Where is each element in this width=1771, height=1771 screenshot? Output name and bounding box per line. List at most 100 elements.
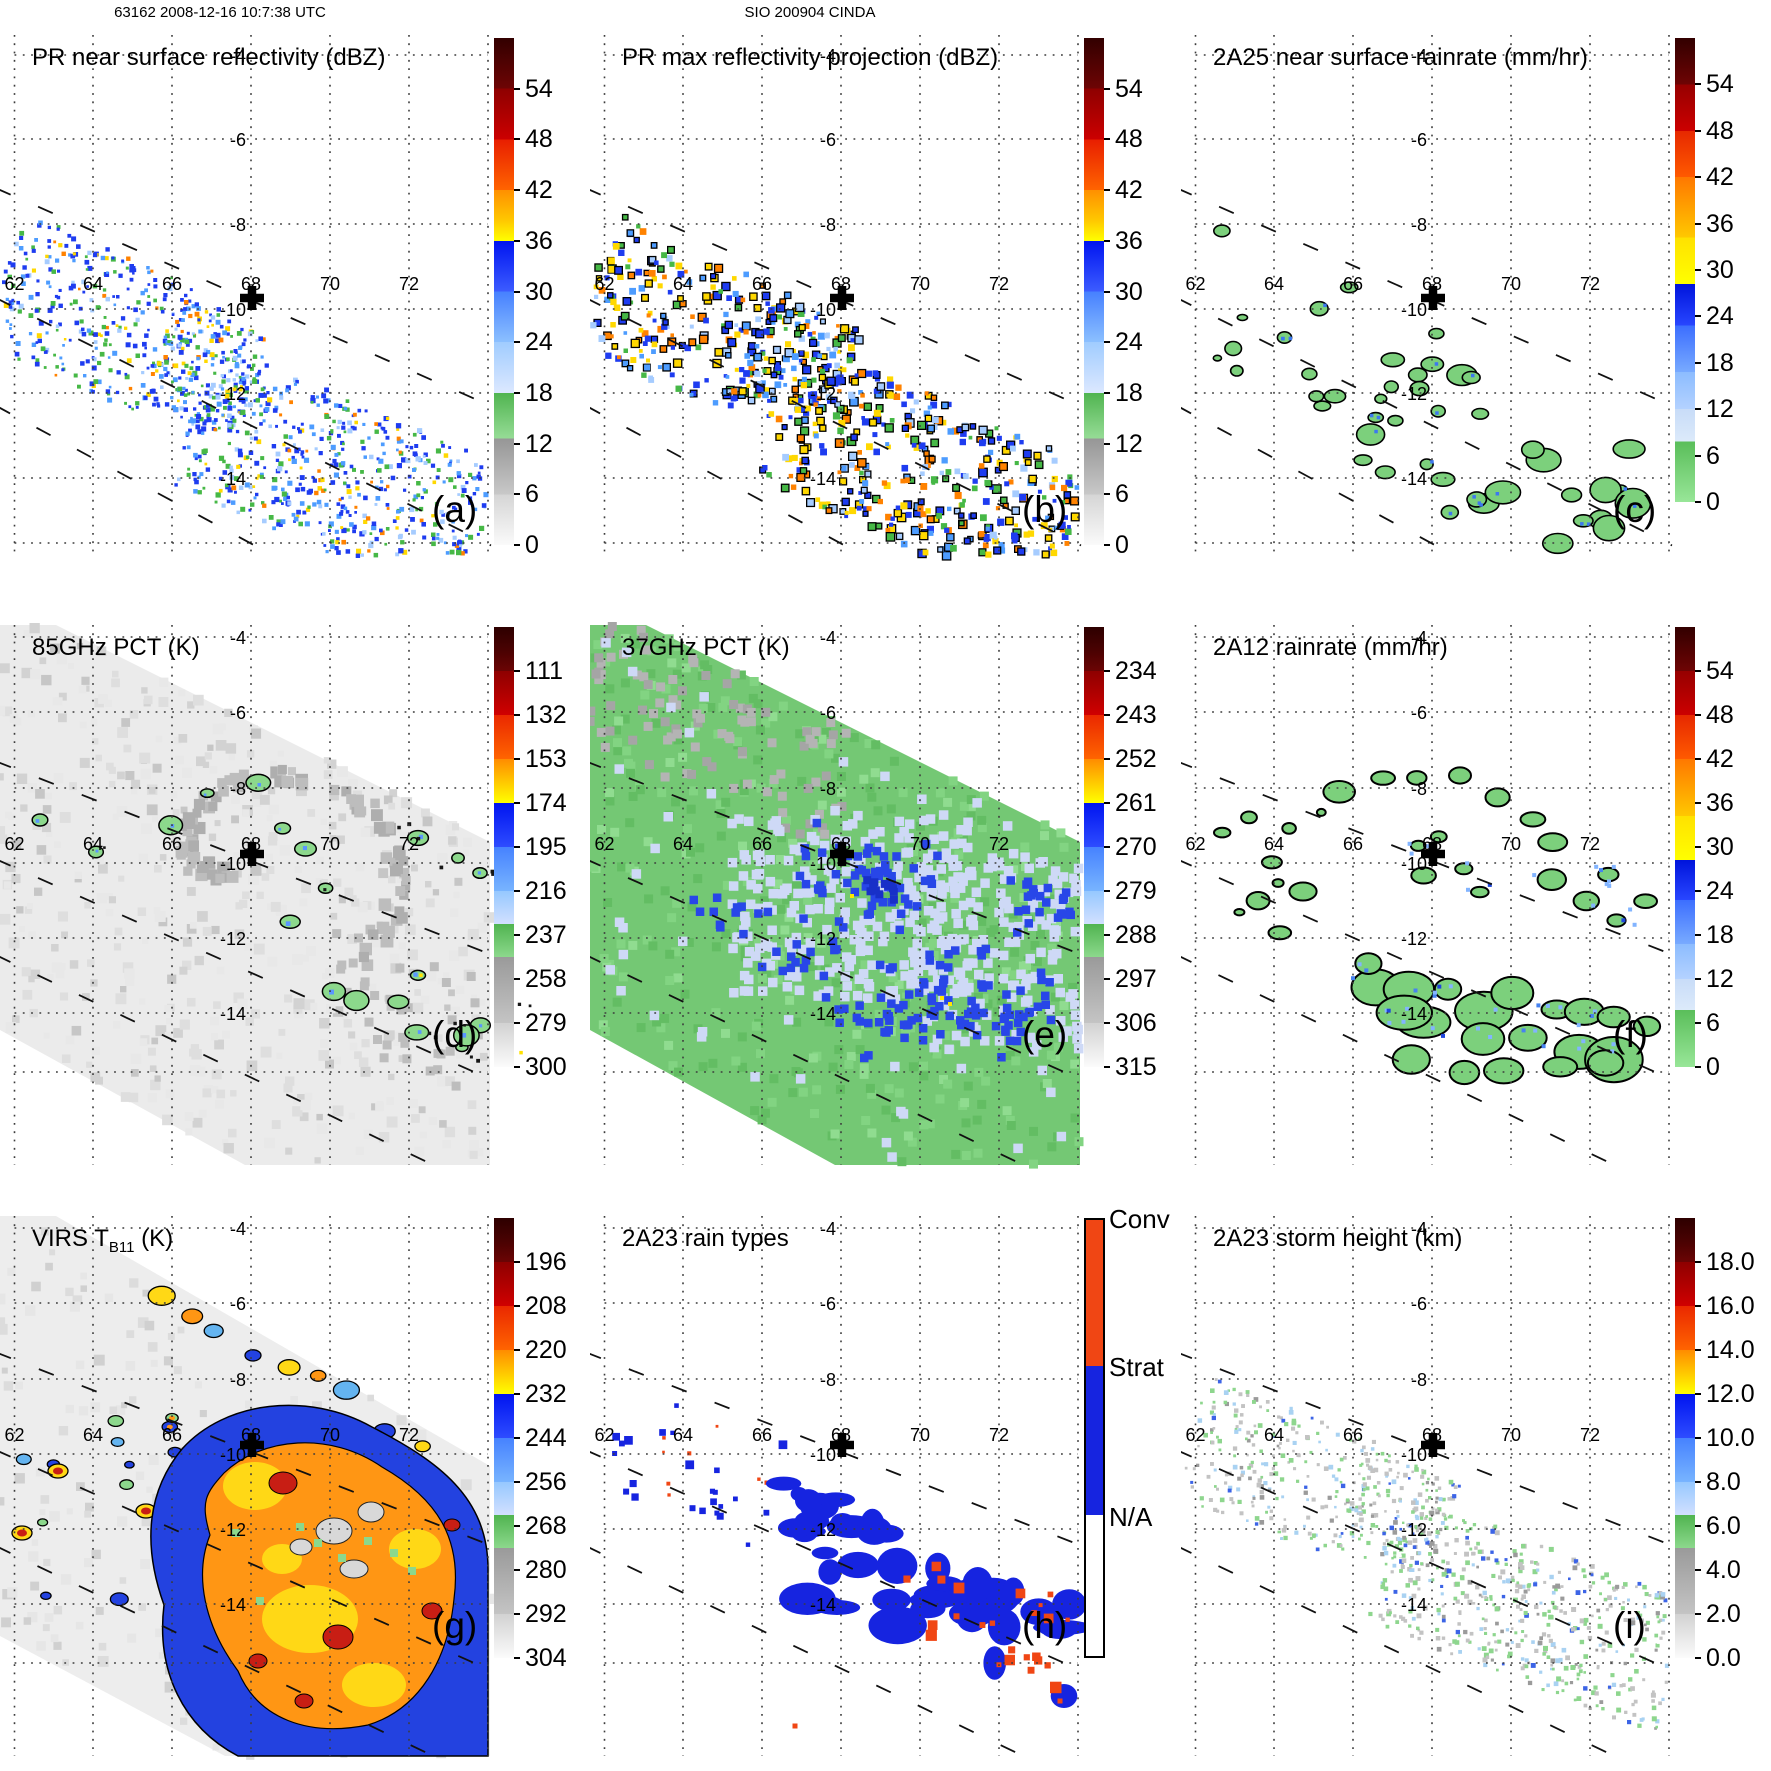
map-g: 62 64 66 68 70 72-4-6-8-10-12-14	[0, 1216, 495, 1760]
colorbar-f-tick-label: 48	[1706, 701, 1734, 729]
colorbar-c-tickmark	[1695, 501, 1701, 503]
svg-text:-8: -8	[230, 779, 246, 799]
colorbar-b-tickmark	[1104, 442, 1110, 445]
panel-b: 62 64 66 68 70 72 -4 -6 -8 -10 -12 -14 PR max reflec…	[590, 0, 1181, 591]
colorbar-g-tick-label: 268	[525, 1512, 567, 1540]
colorbar-g-tick-label: 304	[525, 1644, 567, 1672]
colorbar-f-tick-label: 30	[1706, 833, 1734, 861]
svg-text:64: 64	[673, 834, 693, 854]
colorbar-c-tick-label: 30	[1706, 256, 1734, 284]
colorbar-i-tickmark	[1695, 1525, 1701, 1527]
header-orbit-timestamp: 63162 2008-12-16 10:7:38 UTC	[114, 4, 326, 21]
panel-d-letter: (d)	[432, 1014, 478, 1055]
svg-text:66: 66	[162, 274, 182, 294]
svg-text:62: 62	[594, 274, 614, 294]
svg-text:-12: -12	[220, 929, 246, 949]
track-cross-icon	[830, 1433, 854, 1457]
svg-text:-14: -14	[810, 1595, 836, 1615]
colorbar-i	[1675, 1218, 1695, 1658]
colorbar-f-tickmark	[1695, 758, 1701, 760]
colorbar-c-tick-label: 48	[1706, 116, 1734, 145]
colorbar-i-tickmark	[1695, 1481, 1701, 1483]
svg-text:72: 72	[399, 834, 419, 854]
svg-text:-10: -10	[220, 1445, 246, 1465]
colorbar-c-tick-label: 42	[1706, 163, 1734, 192]
panel-g-title: VIRS TB11 (K)	[32, 1225, 173, 1256]
track-cross-icon	[240, 286, 264, 310]
svg-text:-4: -4	[820, 46, 836, 66]
colorbar-c-tick-label: 12	[1706, 395, 1734, 424]
colorbar-b-tickmark	[1104, 493, 1110, 496]
svg-text:-4: -4	[1411, 628, 1427, 648]
colorbar-f-tick-label: 36	[1706, 789, 1734, 817]
map-a: 62 64 66 68 70 72-4-6-8-10-12-14	[0, 35, 492, 558]
colorbar-c-tickmark	[1695, 454, 1701, 457]
colorbar-e-tick-label: 252	[1115, 745, 1157, 773]
svg-text:-10: -10	[1401, 854, 1427, 874]
panel-b-letter: (b)	[1022, 489, 1068, 530]
colorbar-i-tickmark	[1695, 1569, 1701, 1571]
panel-a-title: PR near surface reflectivity (dBZ)	[32, 44, 386, 71]
colorbar-d-tick-label: 195	[525, 833, 567, 861]
colorbar-d-tick-label: 132	[525, 701, 567, 729]
svg-text:-12: -12	[1401, 384, 1427, 404]
svg-text:66: 66	[162, 834, 182, 854]
colorbar-a-tick-label: 24	[525, 328, 553, 357]
colorbar-e-tickmark	[1104, 1066, 1110, 1068]
svg-text:64: 64	[83, 274, 103, 294]
colorbar-b-tickmark	[1104, 189, 1110, 192]
panel-e-letter: (e)	[1022, 1014, 1068, 1055]
colorbar-f-tick-label: 12	[1706, 965, 1734, 993]
svg-text:72: 72	[399, 274, 419, 294]
svg-text:-6: -6	[820, 703, 836, 723]
colorbar-c-tickmark	[1695, 83, 1701, 86]
colorbar-b-tick-label: 54	[1115, 74, 1143, 103]
panel-c-letter: (c)	[1613, 489, 1657, 530]
svg-text:-12: -12	[810, 1520, 836, 1540]
panel-h-title: 2A23 rain types	[622, 1225, 789, 1252]
svg-text:70: 70	[910, 834, 930, 854]
svg-text:-14: -14	[810, 1004, 836, 1024]
svg-text:-4: -4	[820, 1219, 836, 1239]
colorbar-g-tick-label: 220	[525, 1336, 567, 1364]
colorbar-f-tick-label: 0	[1706, 1053, 1720, 1081]
colorbar-g-tickmark	[514, 1657, 520, 1659]
colorbar-c-tickmark	[1695, 129, 1701, 132]
panel-f-letter: (f)	[1613, 1014, 1648, 1055]
colorbar-g-tickmark	[514, 1613, 520, 1615]
colorbar-a-tick-label: 18	[525, 378, 553, 407]
colorbar-b-tickmark	[1104, 290, 1110, 293]
svg-text:62: 62	[4, 274, 24, 294]
colorbar-d-tick-label: 300	[525, 1053, 567, 1081]
colorbar-f-tickmark	[1695, 1066, 1701, 1068]
colorbar-g-tickmark	[514, 1393, 520, 1395]
colorbar-e-tick-label: 261	[1115, 789, 1157, 817]
colorbar-d-tickmark	[514, 670, 520, 672]
svg-text:-12: -12	[1401, 929, 1427, 949]
svg-text:-8: -8	[230, 1370, 246, 1390]
svg-text:62: 62	[594, 834, 614, 854]
colorbar-f	[1675, 627, 1695, 1067]
panel-f: 62 64 66 68 70 72 -4 -6 -8 -10 -12 -14 2A12 rainrate…	[1181, 590, 1771, 1181]
colorbar-d-tick-label: 258	[525, 965, 567, 993]
colorbar-i-tickmark	[1695, 1261, 1701, 1263]
panel-i-letter: (i)	[1613, 1605, 1646, 1646]
svg-text:66: 66	[752, 274, 772, 294]
panel-c-title: 2A25 near surface rainrate (mm/hr)	[1213, 44, 1588, 71]
colorbar-a-tickmark	[514, 391, 520, 394]
colorbar-g-tickmark	[514, 1525, 520, 1527]
panel-d-title: 85GHz PCT (K)	[32, 634, 200, 661]
panel-a: 62 64 66 68 70 72 -4 -6 -8 -10 -12 -14 PR near surfa…	[0, 0, 591, 591]
colorbar-a-tickmark	[514, 290, 520, 293]
panel-d: 62 64 66 68 70 72 -4 -6 -8 -10 -12 -14 85GHz PCT (K)…	[0, 590, 591, 1181]
colorbar-c-tick-label: 36	[1706, 209, 1734, 238]
colorbar-f-tick-label: 42	[1706, 745, 1734, 773]
colorbar-d-tick-label: 216	[525, 877, 567, 905]
panel-h-letter: (h)	[1022, 1605, 1068, 1646]
colorbar-i-tick-label: 6.0	[1706, 1512, 1741, 1540]
svg-text:64: 64	[1264, 274, 1284, 294]
colorbar-h-label: Strat	[1109, 1351, 1164, 1382]
colorbar-h-segment-2	[1086, 1515, 1103, 1656]
svg-text:66: 66	[1343, 834, 1363, 854]
svg-text:-10: -10	[220, 300, 246, 320]
